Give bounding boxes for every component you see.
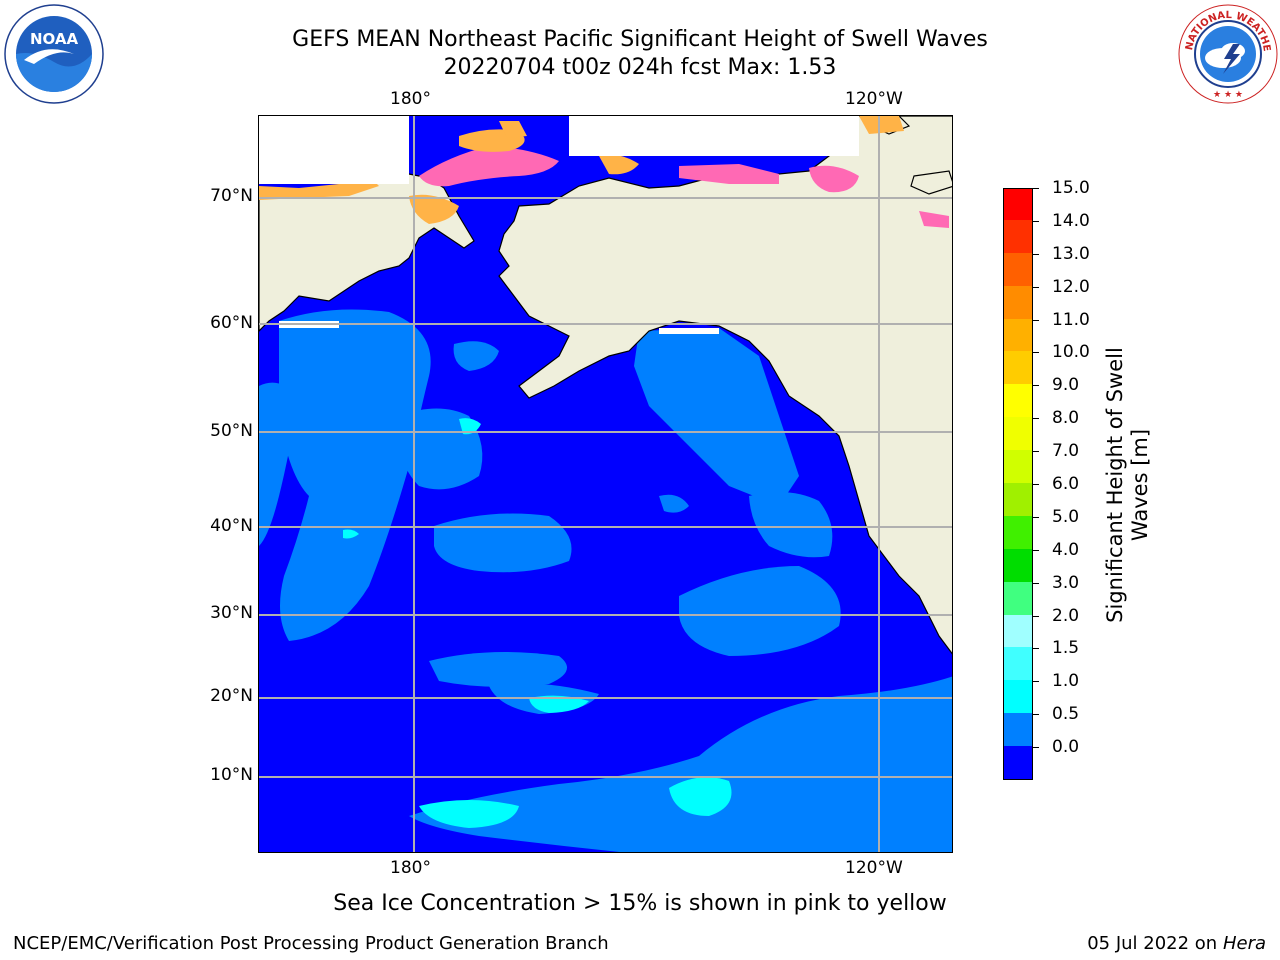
colorbar-tick-label: 3.0: [1052, 572, 1080, 593]
colorbar-tick-label: 15.0: [1052, 178, 1090, 198]
colorbar-tick-label: 7.0: [1052, 441, 1080, 462]
lon-label-180-bottom: 180°: [390, 858, 431, 878]
map-panel: [258, 115, 953, 853]
no-data-areas: [259, 116, 859, 334]
colorbar-tick-mark: [1033, 451, 1039, 453]
colorbar-tick-mark: [1033, 385, 1039, 387]
colorbar-segment: [1004, 416, 1032, 451]
colorbar-segment: [1004, 252, 1032, 286]
colorbar-segment: [1004, 350, 1032, 385]
colorbar-segment: [1004, 318, 1032, 352]
noaa-logo: NOAA: [4, 4, 104, 104]
colorbar-tick-label: 13.0: [1052, 243, 1090, 264]
colorbar-segment: [1004, 285, 1032, 319]
lat-label-40n: 40°N: [210, 516, 253, 536]
lat-label-70n: 70°N: [210, 186, 253, 206]
colorbar-tick-label: 4.0: [1052, 539, 1080, 560]
colorbar-tick-mark: [1033, 747, 1039, 749]
colorbar-tick-mark: [1033, 253, 1039, 255]
colorbar-segment: [1004, 219, 1032, 253]
sea-ice-note: Sea Ice Concentration > 15% is shown in …: [333, 891, 947, 916]
credit-text: NCEP/EMC/Verification Post Processing Pr…: [13, 933, 609, 954]
colorbar-segment: [1004, 679, 1032, 714]
colorbar-tick-mark: [1033, 516, 1039, 518]
lat-label-20n: 20°N: [210, 686, 253, 706]
colorbar-tick-label: 11.0: [1052, 309, 1090, 330]
colorbar-segment: [1004, 646, 1032, 681]
colorbar-tick-mark: [1033, 681, 1039, 683]
colorbar: [1003, 188, 1033, 780]
map-graticule: [259, 116, 952, 852]
date-text: 05 Jul 2022 on Hera: [1087, 933, 1266, 954]
swell-0p5-1m-regions: [259, 309, 952, 852]
colorbar-tick-mark: [1033, 549, 1039, 551]
colorbar-tick-mark: [1033, 582, 1039, 584]
nws-logo: NATIONAL WEATHER SERVICE ★ ★ ★: [1178, 4, 1278, 104]
colorbar-tick-label: 0.0: [1052, 737, 1080, 758]
colorbar-tick-label: 5.0: [1052, 506, 1080, 527]
colorbar-tick-label: 1.0: [1052, 671, 1080, 692]
lat-label-60n: 60°N: [210, 313, 253, 333]
colorbar-tick-label: 12.0: [1052, 276, 1090, 297]
colorbar-segment: [1004, 581, 1032, 615]
chart-subtitle: 20220704 t00z 024h fcst Max: 1.53: [443, 55, 837, 80]
colorbar-tick-mark: [1033, 418, 1039, 420]
colorbar-tick-mark: [1033, 714, 1039, 716]
noaa-logo-text: NOAA: [30, 30, 79, 48]
map-canvas: [259, 116, 952, 852]
machine-name: Hera: [1222, 933, 1266, 954]
lon-label-120w-bottom: 120°W: [845, 858, 903, 878]
lon-label-120w-top: 120°W: [845, 89, 903, 109]
lat-label-30n: 30°N: [210, 603, 253, 623]
colorbar-tick-mark: [1033, 220, 1039, 222]
colorbar-segment: [1004, 745, 1032, 779]
colorbar-segment: [1004, 189, 1032, 220]
colorbar-tick-mark: [1033, 352, 1039, 354]
chart-title: GEFS MEAN Northeast Pacific Significant …: [292, 27, 988, 52]
colorbar-tick-label: 1.5: [1052, 638, 1080, 659]
colorbar-tick-label: 2.0: [1052, 605, 1080, 626]
colorbar-segment: [1004, 712, 1032, 747]
colorbar-segment: [1004, 383, 1032, 418]
colorbar-segment: [1004, 548, 1032, 582]
colorbar-tick-label: 9.0: [1052, 375, 1080, 396]
colorbar-tick-label: 0.5: [1052, 704, 1080, 725]
colorbar-segment: [1004, 515, 1032, 549]
colorbar-tick-mark: [1033, 615, 1039, 617]
colorbar-tick-mark: [1033, 286, 1039, 288]
colorbar-segment: [1004, 614, 1032, 648]
colorbar-tick-mark: [1033, 188, 1039, 189]
colorbar-tick-mark: [1033, 648, 1039, 650]
date-value: 05 Jul 2022 on: [1087, 933, 1223, 954]
lat-label-10n: 10°N: [210, 765, 253, 785]
sea-ice-regions: [259, 116, 949, 228]
colorbar-tick-label: 10.0: [1052, 342, 1090, 363]
colorbar-segment: [1004, 482, 1032, 516]
lat-label-50n: 50°N: [210, 421, 253, 441]
colorbar-segment: [1004, 449, 1032, 483]
colorbar-tick-mark: [1033, 319, 1039, 321]
lon-label-180-top: 180°: [390, 89, 431, 109]
colorbar-tick-label: 14.0: [1052, 210, 1090, 231]
colorbar-tick-mark: [1033, 484, 1039, 485]
nws-logo-stars: ★ ★ ★: [1213, 90, 1243, 100]
swell-1-1p5m-regions: [343, 418, 732, 828]
colorbar-tick-label: 6.0: [1052, 474, 1080, 494]
colorbar-title: Significant Height of Swell Waves [m]: [1103, 347, 1152, 623]
colorbar-tick-label: 8.0: [1052, 408, 1080, 429]
